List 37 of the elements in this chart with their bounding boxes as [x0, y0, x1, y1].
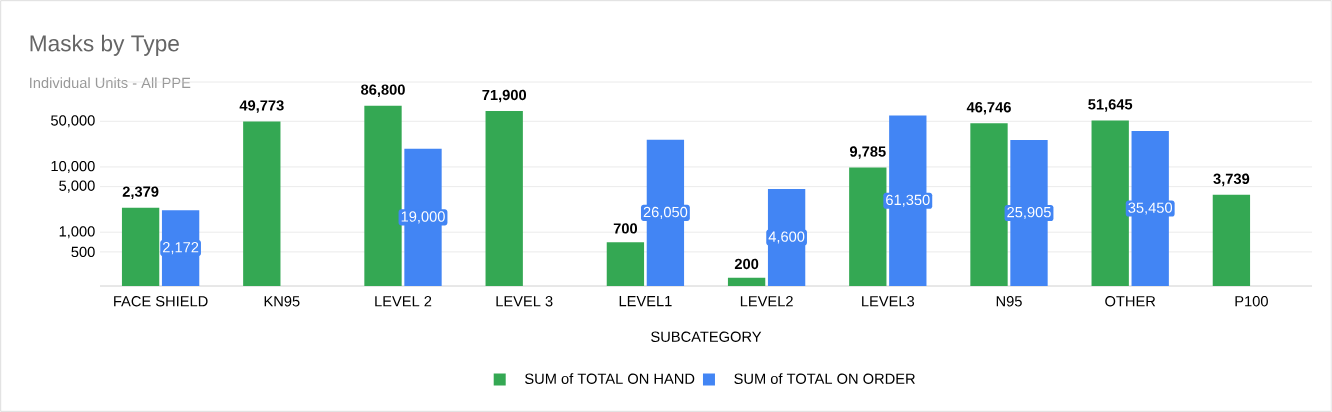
legend-label: SUM of TOTAL ON HAND	[525, 373, 695, 384]
chart-subtitle: Individual Units - All PPE	[30, 77, 191, 89]
x-tick-label: LEVEL1	[619, 296, 672, 307]
data-label: 61,350	[886, 194, 930, 207]
data-label: 25,905	[1007, 206, 1051, 220]
x-tick-label: LEVEL2	[740, 296, 793, 307]
data-label: 2,172	[162, 242, 199, 255]
data-label: 700	[613, 223, 638, 234]
data-label: 200	[734, 258, 759, 270]
x-tick-label: KN95	[264, 296, 300, 307]
data-label: 49,773	[239, 100, 284, 113]
x-tick-label: FACE SHIELD	[114, 296, 208, 307]
x-tick-label: P100	[1235, 296, 1268, 307]
x-tick-label: LEVEL 3	[496, 296, 553, 307]
x-tick-label: LEVEL 2	[375, 296, 432, 307]
chart-title: Masks by Type	[30, 34, 179, 56]
y-tick-label: 1,000	[59, 226, 95, 239]
y-tick-label: 50,000	[51, 115, 95, 128]
data-label: 46,746	[966, 102, 1011, 115]
data-label: 4,600	[768, 231, 805, 244]
data-label: 86,800	[361, 84, 405, 97]
data-label: 19,000	[401, 211, 445, 224]
data-label: 3,739	[1213, 173, 1250, 187]
data-label: 2,379	[122, 186, 159, 199]
x-tick-label: N95	[996, 296, 1022, 307]
y-tick-label: 500	[71, 246, 95, 258]
data-label: 71,900	[482, 89, 527, 103]
data-label: 26,050	[643, 206, 688, 219]
data-label: 35,450	[1128, 202, 1173, 215]
x-tick-label: OTHER	[1105, 296, 1156, 307]
data-label: 51,645	[1088, 99, 1133, 112]
legend-label: SUM of TOTAL ON ORDER	[734, 373, 915, 384]
data-label: 9,785	[849, 146, 886, 159]
y-tick-label: 5,000	[59, 180, 95, 193]
x-axis-title: SUBCATEGORY	[651, 331, 762, 342]
x-tick-label: LEVEL3	[862, 296, 915, 307]
y-tick-label: 10,000	[51, 160, 95, 173]
